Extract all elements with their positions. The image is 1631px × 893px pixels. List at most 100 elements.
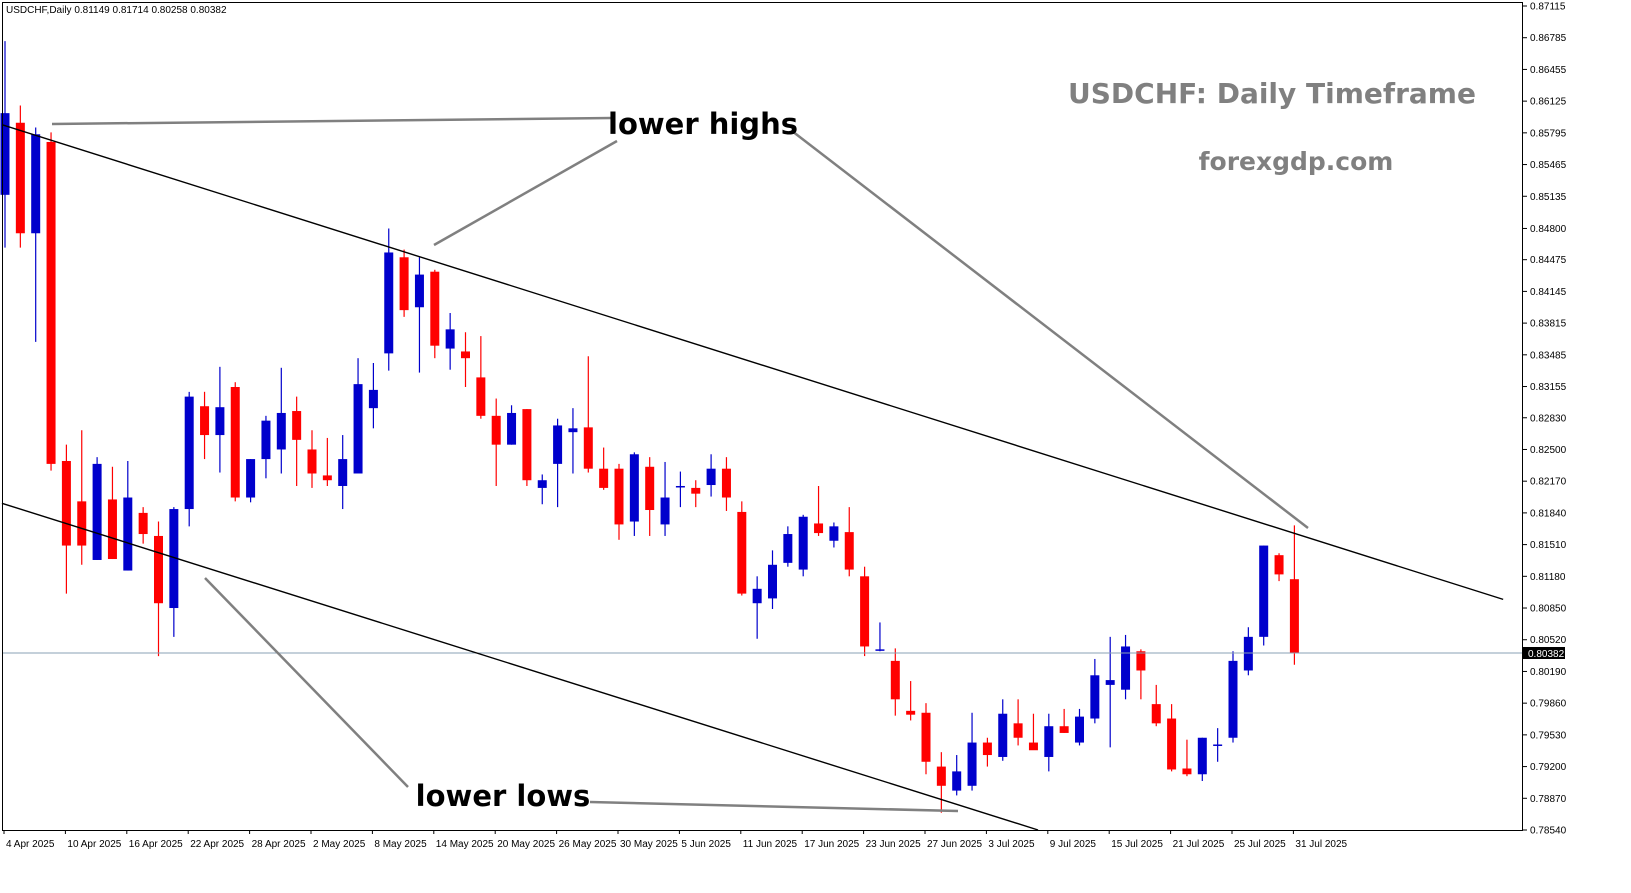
x-tick-label: 15 Jul 2025 (1111, 839, 1163, 850)
candle-body (737, 511, 747, 594)
candles-layer (0, 41, 1299, 813)
candle-body (1059, 726, 1069, 733)
x-axis: 4 Apr 2025 10 Apr 2025 16 Apr 2025 22 Apr 2… (3, 830, 1348, 850)
x-tick-label: 8 May 2025 (374, 839, 427, 850)
candle-body (629, 454, 639, 522)
candle-body (1090, 675, 1100, 719)
x-tick-label: 21 Jul 2025 (1173, 839, 1225, 850)
y-tick-label: 0.84800 (1530, 224, 1567, 235)
lower-highs-annotation: lower highs (608, 107, 798, 141)
candle-body (1243, 636, 1253, 671)
y-tick-label: 0.86455 (1530, 65, 1567, 76)
lower-channel-line (1, 502, 1039, 831)
chart-subtitle: forexgdp.com (1199, 147, 1394, 176)
y-tick-label: 0.81180 (1530, 572, 1566, 583)
candle-body (1259, 545, 1269, 637)
trendlines-layer (1, 124, 1504, 831)
candle-body (138, 512, 148, 535)
x-tick-label: 3 Jul 2025 (988, 839, 1035, 850)
candle-body (645, 466, 655, 511)
x-tick-label: 27 Jun 2025 (927, 839, 982, 850)
x-tick-label: 30 May 2025 (620, 839, 678, 850)
candle-body (353, 384, 363, 474)
candle-body (706, 468, 716, 486)
candle-body (461, 351, 470, 359)
candle-body (875, 649, 885, 651)
x-tick-label: 28 Apr 2025 (252, 839, 306, 850)
candle-body (752, 588, 762, 604)
chart-title: USDCHF: Daily Timeframe (1068, 77, 1476, 110)
y-tick-label: 0.80850 (1530, 604, 1567, 615)
y-tick-label: 0.86785 (1530, 33, 1567, 44)
candle-body (46, 141, 56, 464)
y-tick-label: 0.85795 (1530, 128, 1567, 139)
candle-body (952, 771, 962, 791)
candle-body (982, 742, 992, 756)
candle-body (15, 122, 25, 234)
x-tick-label: 26 May 2025 (559, 839, 617, 850)
candle-body (507, 412, 517, 445)
candle-body (399, 257, 409, 311)
y-axis: 0.87115 0.86785 0.86455 0.86125 0.85795 0.854… (1523, 2, 1567, 837)
candle-body (568, 428, 578, 433)
candle-body (384, 252, 394, 354)
candle-body (1105, 680, 1115, 685)
lower-lows-pointer-left (204, 577, 409, 788)
candle-body (768, 564, 777, 599)
candle-body (230, 387, 240, 498)
candle-body (814, 523, 824, 534)
candle-body (261, 420, 271, 460)
current-price-tag: 0.80382 (1523, 646, 1565, 660)
x-tick-label: 5 Jun 2025 (681, 839, 731, 850)
candle-body (292, 411, 302, 440)
y-tick-label: 0.79860 (1530, 699, 1567, 710)
candle-body (1213, 744, 1223, 746)
x-tick-label: 23 Jun 2025 (866, 839, 921, 850)
y-tick-label: 0.82830 (1530, 413, 1567, 424)
candle-body (691, 487, 701, 494)
candle-body (783, 534, 793, 563)
candle-body (154, 535, 163, 604)
y-tick-label: 0.83815 (1530, 319, 1567, 330)
y-tick-label: 0.81510 (1530, 540, 1567, 551)
y-tick-label: 0.80190 (1530, 667, 1567, 678)
candle-body (31, 134, 41, 234)
x-tick-label: 9 Jul 2025 (1050, 839, 1097, 850)
candle-body (414, 274, 424, 308)
current-price-tag-bg (1523, 646, 1565, 659)
candle-body (583, 427, 593, 469)
y-tick-label: 0.85465 (1530, 160, 1567, 171)
y-tick-label: 0.83155 (1530, 382, 1567, 393)
lower-lows-pointer-right (589, 800, 959, 813)
y-tick-label: 0.86125 (1530, 97, 1567, 108)
candle-body (921, 712, 931, 762)
candle-body (614, 468, 624, 525)
candle-body (967, 742, 977, 786)
candle-body (1044, 726, 1054, 757)
y-tick-label: 0.83485 (1530, 350, 1567, 361)
candle-body (599, 468, 609, 488)
candle-body (860, 576, 870, 647)
y-tick-label: 0.78870 (1530, 794, 1567, 805)
candle-body (1151, 704, 1161, 724)
x-tick-label: 16 Apr 2025 (129, 839, 183, 850)
x-tick-label: 17 Jun 2025 (804, 839, 859, 850)
candle-body (430, 271, 440, 346)
candle-body (246, 459, 256, 498)
candle-body (0, 113, 10, 195)
x-tick-label: 31 Jul 2025 (1295, 839, 1347, 850)
y-tick-label: 0.82500 (1530, 445, 1567, 456)
candle-body (1028, 742, 1038, 751)
candle-body (998, 713, 1008, 757)
lower-highs-pointer-right (791, 130, 1309, 529)
candle-body (1182, 768, 1192, 775)
candle-body (92, 463, 102, 560)
annotation-pointers (51, 116, 1309, 813)
candle-body (215, 407, 225, 436)
x-tick-label: 2 May 2025 (313, 839, 366, 850)
x-tick-label: 20 May 2025 (497, 839, 555, 850)
candle-body (1197, 737, 1207, 775)
